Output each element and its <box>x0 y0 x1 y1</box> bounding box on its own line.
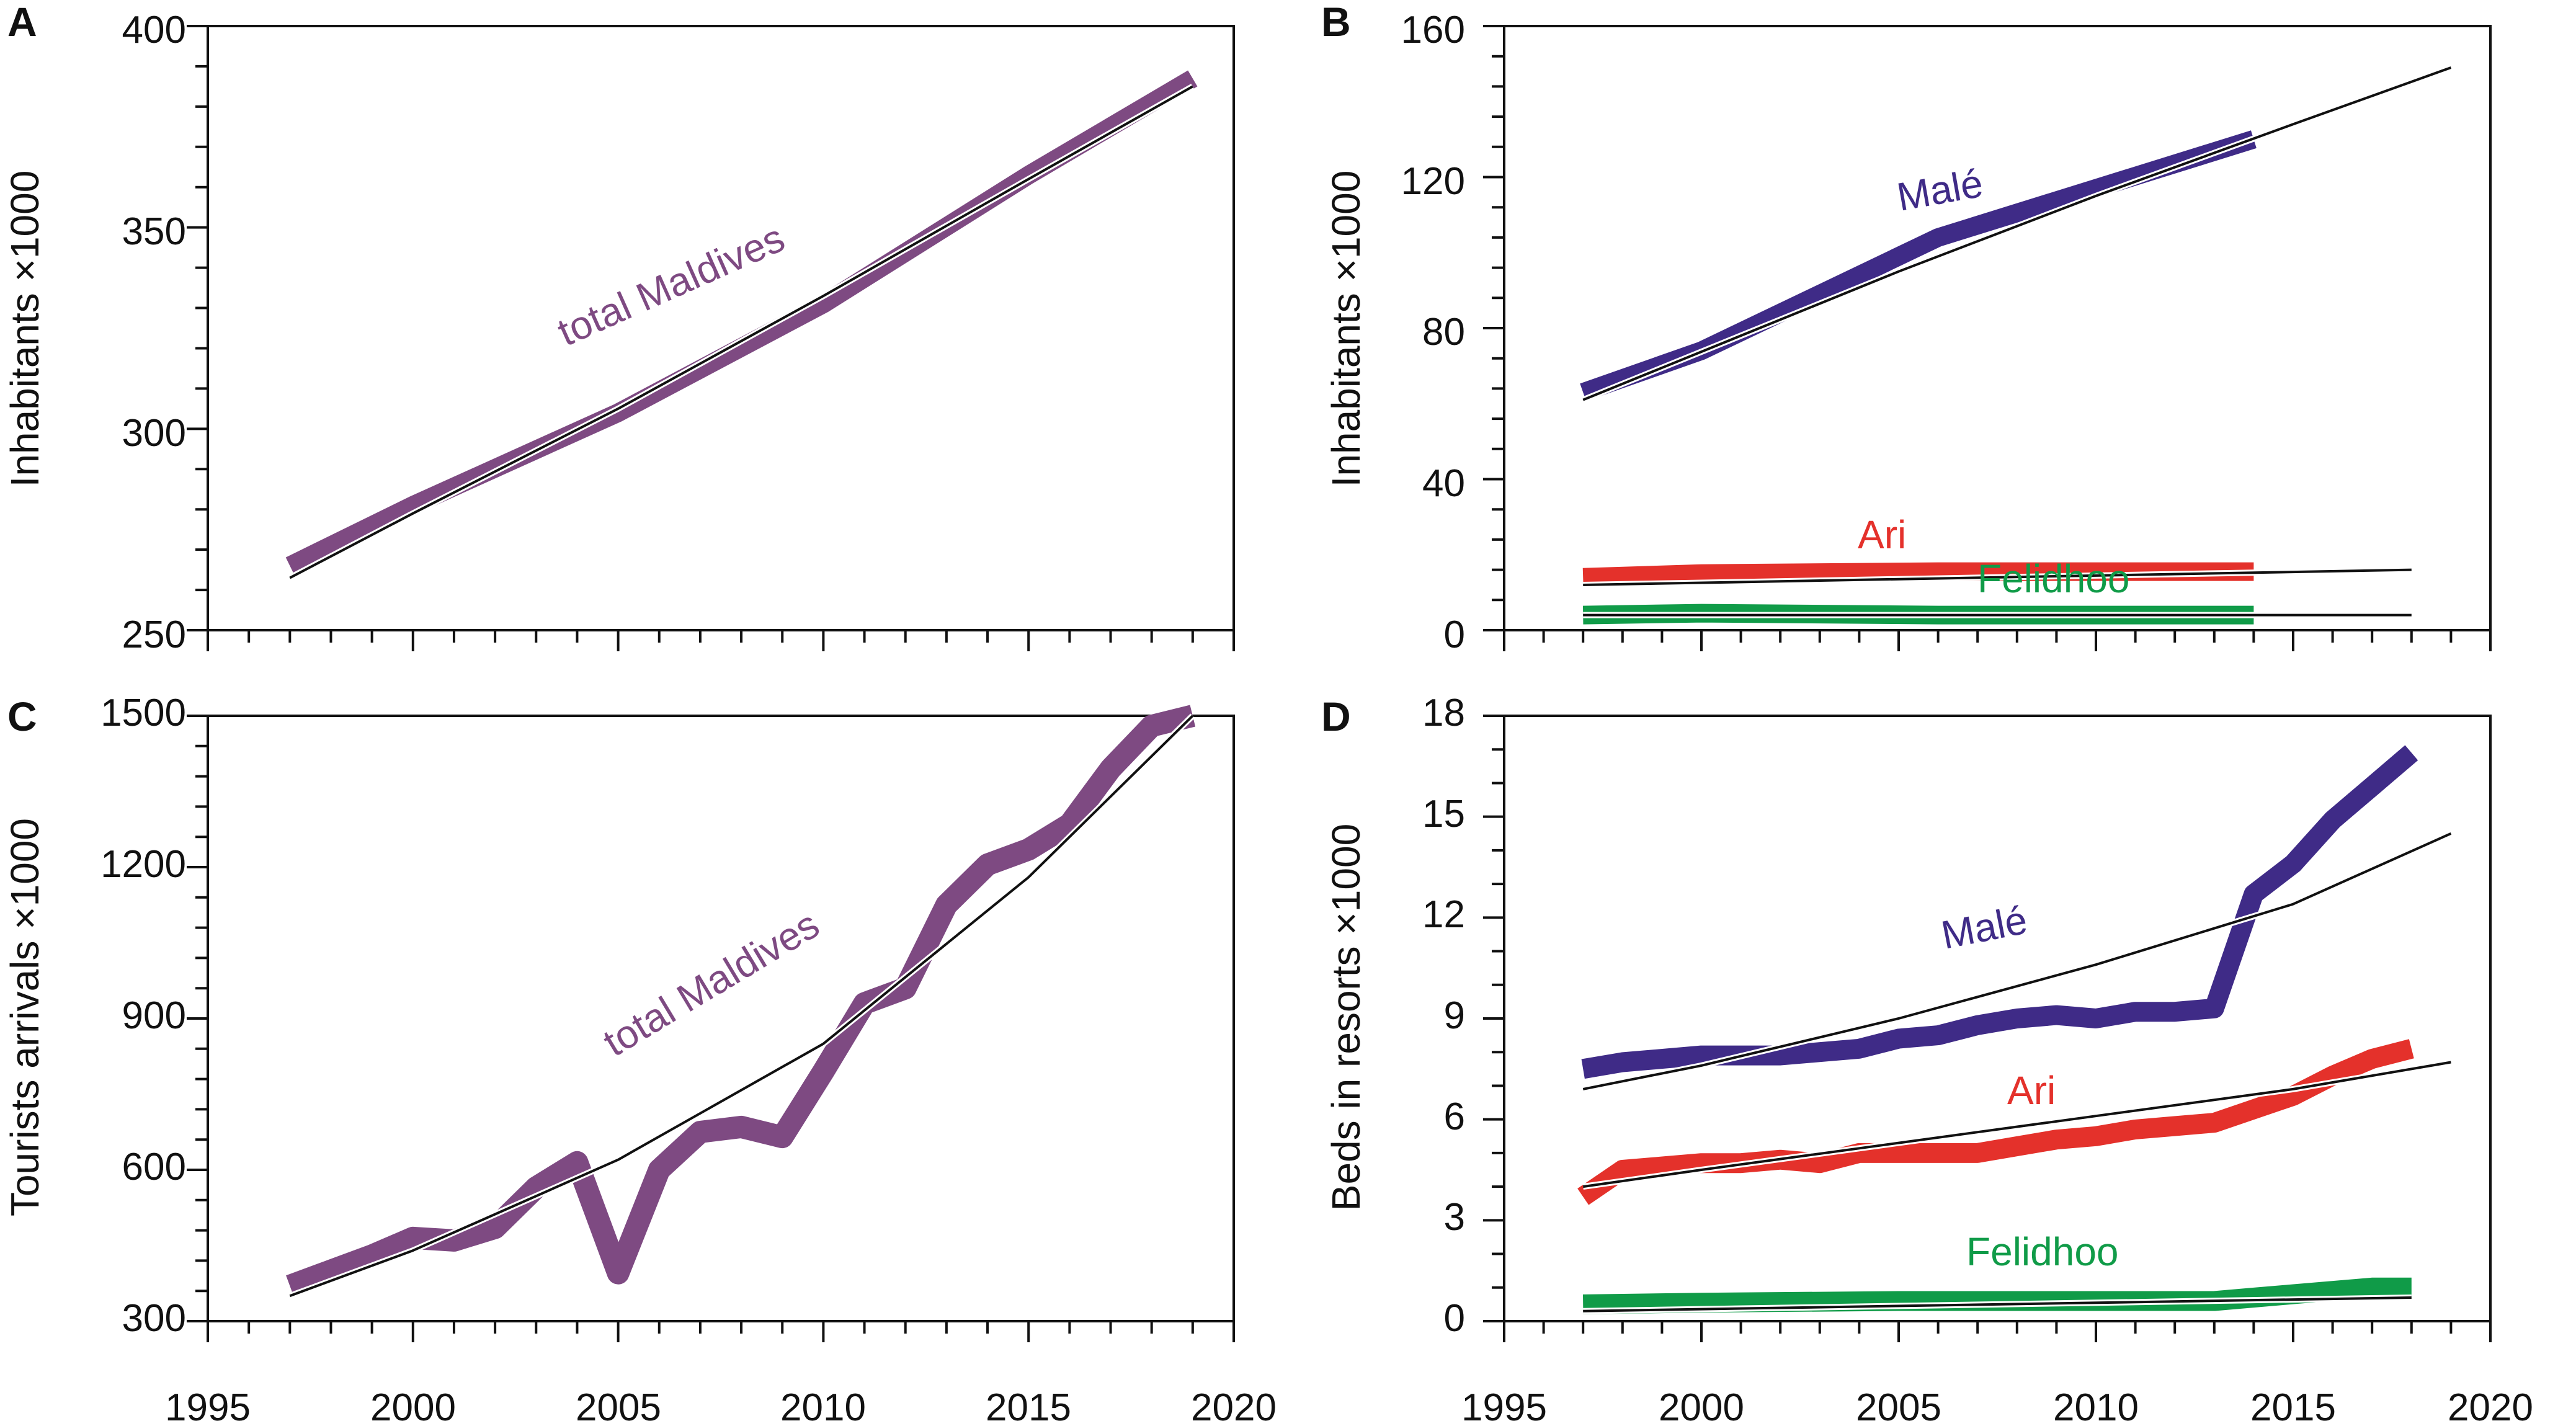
panel-d-xtick-label: 2010 <box>2053 1386 2139 1426</box>
panel-b-ytick-label: 0 <box>1444 613 1465 656</box>
panel-d-trend-line <box>1582 1061 2451 1188</box>
panel-c-x-tick-labels: 1995 2000 2005 2010 2015 2020 <box>165 1386 1277 1426</box>
panel-a-ytick-label: 250 <box>122 613 186 656</box>
panel-c-label-total-maldives: total Maldives <box>595 902 826 1065</box>
panel-d-label-ari: Ari <box>2007 1068 2056 1113</box>
panel-d-y-tick-labels: 0 3 6 9 12 15 18 <box>1422 692 1465 1340</box>
panel-c-xtick-label: 2005 <box>576 1386 661 1426</box>
panel-a-ytick-label: 400 <box>122 9 186 51</box>
panel-d-ytick-label: 6 <box>1444 1095 1465 1138</box>
panel-d-ytick-label: 15 <box>1422 793 1465 836</box>
panel-b-trend-line <box>1582 66 2452 401</box>
panel-d: D Beds in resorts ×1000 0 3 6 9 12 15 18… <box>1321 692 2533 1426</box>
panel-c-trend-line <box>289 715 1194 1298</box>
panel-c-ytick-label: 1500 <box>100 692 186 734</box>
panel-d-ytick-label: 18 <box>1422 692 1465 734</box>
panel-c-xtick-label: 2015 <box>986 1386 1071 1426</box>
panel-d-label-male: Malé <box>1938 898 2031 958</box>
panel-a-letter: A <box>7 0 37 45</box>
panel-a: A Inhabitants ×1000 250 300 350 400 tota… <box>2 0 1235 656</box>
panel-b-letter: B <box>1321 0 1351 45</box>
panel-c-series-total-maldives <box>286 705 1196 1296</box>
panel-b-frame <box>1503 25 2492 631</box>
panel-d-xtick-label: 1995 <box>1461 1386 1547 1426</box>
panel-b-label-male: Malé <box>1894 161 1986 220</box>
panel-d-ytick-label: 12 <box>1422 893 1465 936</box>
panel-d-xtick-label: 2015 <box>2250 1386 2336 1426</box>
panel-c-ytick-label: 900 <box>122 994 186 1037</box>
panel-c-plot-area <box>187 705 1235 1342</box>
panel-b-series-male <box>1580 130 2257 401</box>
panel-b-ytick-label: 160 <box>1401 9 1465 51</box>
panel-a-ytick-label: 350 <box>122 210 186 253</box>
panel-b-label-ari: Ari <box>1858 512 1906 557</box>
panel-d-trend-line <box>1582 832 2452 1090</box>
panel-b-plot-area <box>1483 25 2492 651</box>
panel-b-label-felidhoo: Felidhoo <box>1977 556 2130 601</box>
panel-c-xtick-label: 1995 <box>165 1386 251 1426</box>
panel-b-series-ari <box>1582 562 2254 587</box>
panel-c-y-axis-title: Tourists arrivals ×1000 <box>2 818 47 1216</box>
panel-b-trend-line <box>1583 568 2412 586</box>
panel-d-trend-line <box>1583 1296 2412 1312</box>
panel-b-trend-halo <box>1582 65 2453 403</box>
panel-b-ytick-label: 120 <box>1401 160 1465 203</box>
panel-b-ytick-label: 40 <box>1422 462 1465 505</box>
panel-c: C Tourists arrivals ×1000 300 600 900 12… <box>2 692 1277 1426</box>
panel-b: B Inhabitants ×1000 0 40 80 120 160 Malé… <box>1321 0 2492 656</box>
panel-c-letter: C <box>7 693 37 739</box>
panel-d-series-male <box>1581 745 2418 1079</box>
panel-c-xtick-label: 2010 <box>780 1386 866 1426</box>
panel-d-label-felidhoo: Felidhoo <box>1966 1229 2119 1274</box>
panel-c-y-tick-labels: 300 600 900 1200 1500 <box>100 692 186 1340</box>
panel-a-y-tick-labels: 250 300 350 400 <box>122 9 186 656</box>
panel-b-y-tick-labels: 0 40 80 120 160 <box>1401 9 1465 656</box>
panel-a-trend-halo <box>288 84 1195 581</box>
panel-d-xtick-label: 2005 <box>1856 1386 1941 1426</box>
panel-a-series-total-maldives <box>285 70 1198 574</box>
panel-a-plot-area <box>187 25 1235 651</box>
panel-d-xtick-label: 2000 <box>1659 1386 1744 1426</box>
panel-c-xtick-label: 2020 <box>1191 1386 1277 1426</box>
panel-b-y-axis-title: Inhabitants ×1000 <box>1324 171 1368 488</box>
panel-d-xtick-label: 2020 <box>2448 1386 2533 1426</box>
panel-a-y-axis-title: Inhabitants ×1000 <box>2 171 47 488</box>
panel-c-trend-halo <box>288 713 1195 1299</box>
panel-d-plot-area <box>1483 715 2492 1342</box>
panel-a-frame <box>207 25 1235 631</box>
panel-d-series-ari <box>1577 1039 2414 1205</box>
panel-c-ytick-label: 600 <box>122 1146 186 1188</box>
panel-d-y-axis-title: Beds in resorts ×1000 <box>1324 824 1368 1211</box>
panel-b-ytick-label: 80 <box>1422 311 1465 354</box>
panel-a-trend-line <box>289 85 1193 579</box>
panel-d-letter: D <box>1321 693 1351 739</box>
panel-c-xtick-label: 2000 <box>370 1386 456 1426</box>
panel-c-ytick-label: 1200 <box>100 843 186 886</box>
panel-c-ytick-label: 300 <box>122 1297 186 1340</box>
panel-d-ytick-label: 9 <box>1444 994 1465 1037</box>
panel-d-ytick-label: 0 <box>1444 1297 1465 1340</box>
panel-a-ytick-label: 300 <box>122 412 186 455</box>
panel-d-x-tick-labels: 1995 2000 2005 2010 2015 2020 <box>1461 1386 2533 1426</box>
panel-d-ytick-label: 3 <box>1444 1196 1465 1239</box>
